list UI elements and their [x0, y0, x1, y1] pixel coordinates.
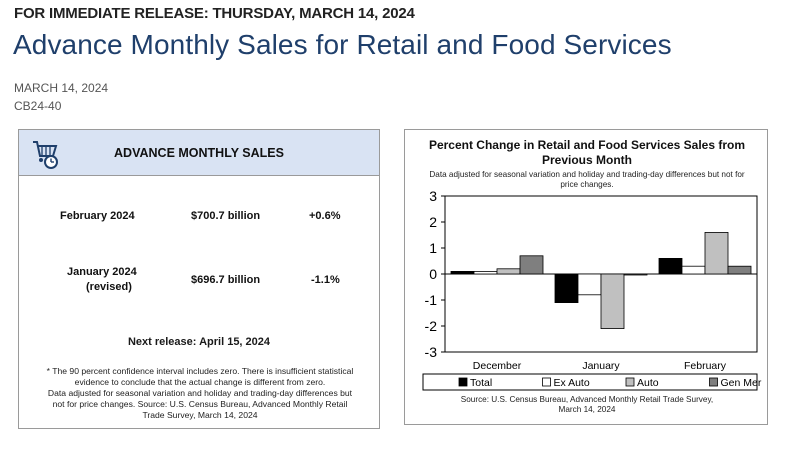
chart-title-line: Percent Change in Retail and Food Servic… — [428, 138, 746, 152]
chart-source: Source: U.S. Census Bureau, Advanced Mon… — [413, 395, 761, 415]
bar-gen-mer-december — [519, 255, 544, 275]
y-tick-label: -1 — [425, 292, 438, 308]
chart-subtitle-line: price changes. — [560, 180, 614, 189]
legend-swatch-total — [458, 377, 468, 387]
row-period-feb: February 2024 — [60, 210, 135, 222]
y-tick-label: 3 — [429, 188, 437, 204]
x-tick-label: January — [582, 360, 620, 372]
y-tick-label: -3 — [425, 344, 438, 360]
legend-swatch-ex-auto — [542, 377, 551, 387]
bar-auto-december — [496, 268, 521, 275]
page-title: Advance Monthly Sales for Retail and Foo… — [13, 29, 672, 60]
row-period-jan-note: (revised) — [86, 281, 132, 293]
bar-gen-mer-february — [727, 265, 752, 275]
release-number: CB24-40 — [14, 99, 62, 113]
legend-label: Gen Mer — [721, 377, 762, 389]
row-period-jan: January 2024 — [67, 266, 137, 278]
footnote-line: evidence to conclude that the actual cha… — [74, 377, 326, 387]
legend-box — [422, 373, 758, 391]
y-tick-label: 0 — [429, 266, 437, 282]
footnote-line: not for price changes. Source: U.S. Cens… — [52, 399, 348, 409]
chart-subtitle-line: Data adjusted for seasonal variation and… — [429, 170, 745, 179]
chart-title: Percent Change in Retail and Food Servic… — [413, 138, 761, 168]
y-tick-label: 2 — [429, 214, 437, 230]
chart-title-line: Previous Month — [541, 153, 632, 167]
row-change-jan: -1.1% — [311, 274, 340, 286]
y-tick-label: 1 — [429, 240, 437, 256]
footnote-line: Trade Survey, March 14, 2024 — [142, 410, 258, 420]
bar-total-january — [554, 273, 579, 304]
summary-card-header: ADVANCE MONTHLY SALES — [19, 130, 379, 176]
advance-sales-summary-card: ADVANCE MONTHLY SALES February 2024 $700… — [18, 129, 380, 429]
bar-ex-auto-february — [681, 265, 706, 275]
footnote-line: Data adjusted for seasonal variation and… — [47, 388, 353, 398]
x-tick-label: February — [684, 360, 727, 372]
bar-auto-january — [600, 273, 625, 329]
bar-auto-february — [704, 232, 729, 275]
row-change-feb: +0.6% — [309, 210, 341, 222]
release-date: MARCH 14, 2024 — [14, 81, 109, 95]
row-value-jan: $696.7 billion — [191, 274, 261, 286]
bar-total-february — [658, 257, 683, 275]
chart-subtitle: Data adjusted for seasonal variation and… — [413, 170, 761, 190]
legend-label: Auto — [637, 377, 659, 389]
legend-label: Ex Auto — [554, 377, 590, 389]
bar-ex-auto-december — [473, 270, 498, 275]
legend-swatch-auto — [625, 377, 635, 387]
bar-total-december — [450, 270, 475, 275]
percent-change-chart-card: Percent Change in Retail and Food Servic… — [404, 129, 768, 425]
summary-footnote: * The 90 percent confidence interval inc… — [29, 366, 371, 421]
next-release-date: Next release: April 15, 2024 — [127, 336, 271, 348]
bar-chart: 3 2 1 0 -1 -2 -3 December January February Total Ex… — [422, 188, 762, 391]
chart-source-line: Source: U.S. Census Bureau, Advanced Mon… — [460, 395, 714, 404]
row-value-feb: $700.7 billion — [191, 210, 261, 222]
legend-swatch-gen-mer — [709, 377, 718, 387]
summary-card-title: ADVANCE MONTHLY SALES — [114, 146, 284, 160]
chart-source-line: March 14, 2024 — [558, 405, 616, 414]
legend-label: Total — [470, 377, 492, 389]
release-kicker: FOR IMMEDIATE RELEASE: THURSDAY, MARCH 1… — [14, 5, 415, 22]
shopping-cart-clock-icon — [33, 141, 58, 169]
x-tick-label: December — [473, 360, 522, 372]
bar-ex-auto-january — [577, 273, 602, 296]
y-tick-label: -2 — [425, 318, 438, 334]
bar-gen-mer-january — [623, 273, 648, 276]
footnote-line: * The 90 percent confidence interval inc… — [46, 366, 354, 376]
